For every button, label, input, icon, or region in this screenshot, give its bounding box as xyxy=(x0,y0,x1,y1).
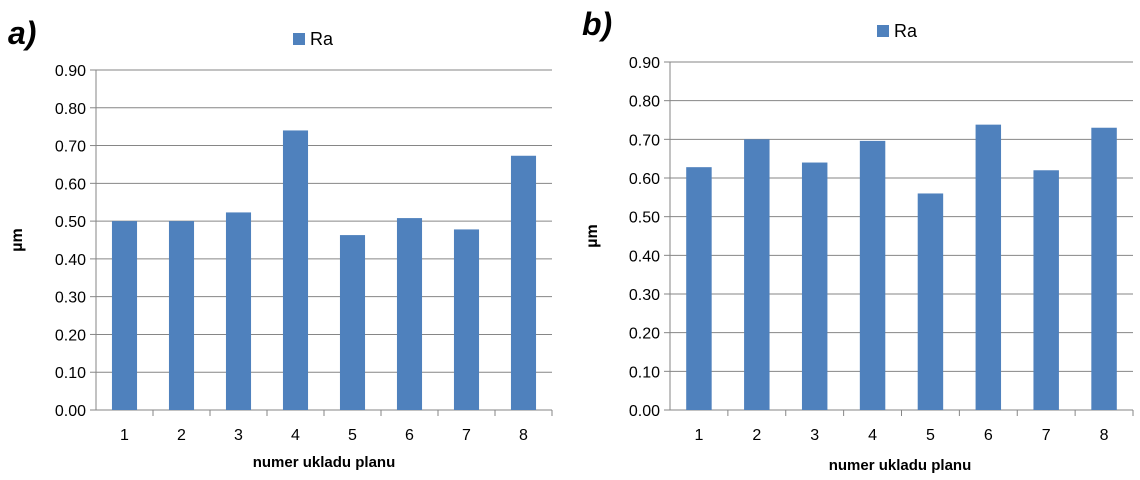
x-tick-label: 4 xyxy=(868,427,877,444)
y-tick-label: 0.90 xyxy=(55,63,86,80)
bar xyxy=(510,155,537,410)
bar xyxy=(339,235,366,410)
y-tick-label: 0.20 xyxy=(55,327,86,344)
x-tick-label: 8 xyxy=(519,427,528,444)
bar xyxy=(225,212,252,410)
bar xyxy=(1091,127,1117,410)
y-axis-label: µm xyxy=(9,228,26,251)
x-tick-label: 7 xyxy=(1042,427,1051,444)
y-tick-label: 0.80 xyxy=(55,101,86,118)
y-tick-label: 0.10 xyxy=(55,365,86,382)
bar xyxy=(859,140,886,410)
x-tick-label: 5 xyxy=(926,427,935,444)
x-tick-label: 6 xyxy=(405,427,414,444)
x-tick-label: 2 xyxy=(752,427,761,444)
x-tick-label: 7 xyxy=(462,427,471,444)
bar xyxy=(396,218,423,410)
y-tick-label: 0.10 xyxy=(629,364,660,381)
y-tick-label: 0.60 xyxy=(629,171,660,188)
x-tick-label: 1 xyxy=(694,427,703,444)
legend-swatch xyxy=(293,33,305,45)
x-tick-label: 3 xyxy=(810,427,819,444)
y-tick-label: 0.00 xyxy=(55,403,86,420)
y-tick-label: 0.50 xyxy=(55,214,86,231)
bar xyxy=(453,229,480,410)
x-tick-label: 8 xyxy=(1100,427,1109,444)
x-tick-label: 3 xyxy=(234,427,243,444)
x-tick-label: 1 xyxy=(120,427,129,444)
panel-label: a) xyxy=(8,15,36,51)
y-tick-label: 0.00 xyxy=(629,403,660,420)
x-axis-label: numer ukladu planu xyxy=(829,457,972,474)
x-axis-label: numer ukladu planu xyxy=(253,454,396,471)
y-tick-label: 0.30 xyxy=(629,287,660,304)
x-tick-label: 6 xyxy=(984,427,993,444)
bar xyxy=(111,221,138,410)
y-tick-label: 0.70 xyxy=(55,139,86,156)
y-tick-label: 0.50 xyxy=(629,210,660,227)
legend-label: Ra xyxy=(894,21,918,41)
bar xyxy=(168,221,195,410)
bar xyxy=(801,162,828,410)
y-axis-label: µm xyxy=(584,224,601,247)
panel-label: b) xyxy=(582,6,612,42)
bar xyxy=(686,167,712,410)
legend-label: Ra xyxy=(310,29,334,49)
y-tick-label: 0.40 xyxy=(629,248,660,265)
y-tick-label: 0.90 xyxy=(629,55,660,72)
y-tick-label: 0.40 xyxy=(55,252,86,269)
y-tick-label: 0.70 xyxy=(629,132,660,149)
bar xyxy=(975,124,1002,410)
y-tick-label: 0.80 xyxy=(629,94,660,111)
y-tick-label: 0.30 xyxy=(55,290,86,307)
bar xyxy=(282,130,309,410)
legend-swatch xyxy=(877,25,889,37)
bar xyxy=(917,193,944,410)
y-tick-label: 0.20 xyxy=(629,326,660,343)
x-tick-label: 5 xyxy=(348,427,357,444)
bar xyxy=(1033,170,1059,410)
y-tick-label: 0.60 xyxy=(55,176,86,193)
x-tick-label: 4 xyxy=(291,427,300,444)
bar xyxy=(744,139,770,411)
x-tick-label: 2 xyxy=(177,427,186,444)
